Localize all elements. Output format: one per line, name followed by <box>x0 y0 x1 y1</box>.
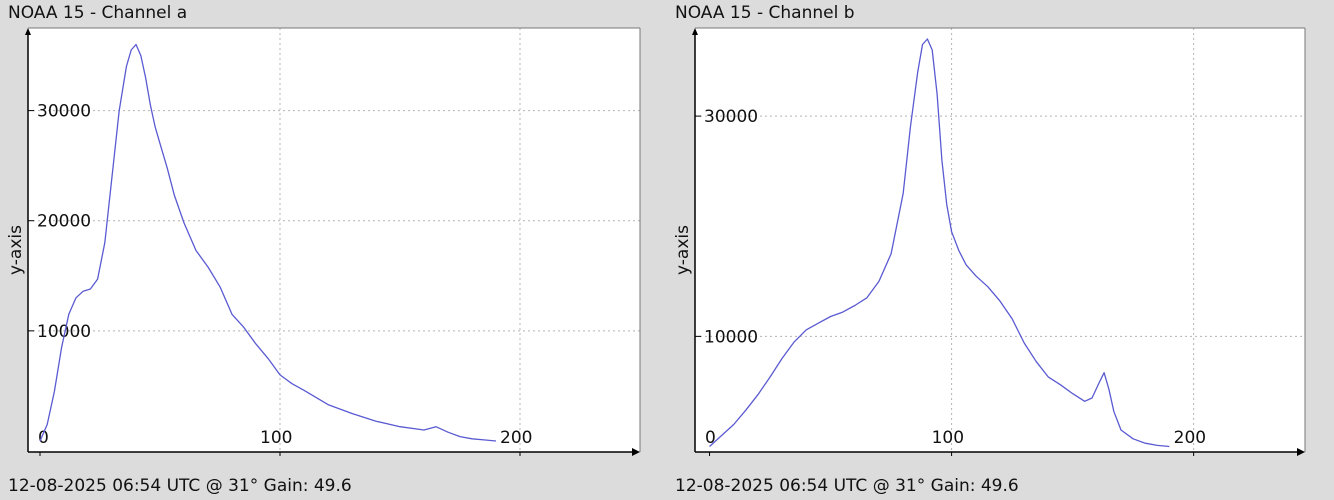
y-tick-label: 30000 <box>704 107 758 127</box>
y-axis-label: y-axis <box>6 225 26 275</box>
y-tick-label: 20000 <box>37 212 91 232</box>
y-tick-label: 10000 <box>704 327 758 347</box>
y-tick-label: 10000 <box>37 322 91 342</box>
chart-panel-b: NOAA 15 - Channel b 0 100 200 10000 30000 y-a… <box>667 0 1334 500</box>
x-tick-label: 200 <box>500 428 532 448</box>
x-axis-arrow <box>1297 448 1305 456</box>
y-tick-label: 30000 <box>37 102 91 122</box>
y-axis-label: y-axis <box>673 225 693 275</box>
plot-area <box>28 28 640 452</box>
series-line <box>39 43 497 442</box>
status-footer: 12-08-2025 06:54 UTC @ 31° Gain: 49.6 <box>675 476 1019 496</box>
x-tick-label: 200 <box>1174 428 1206 448</box>
y-axis-arrow <box>692 28 698 35</box>
x-tick-label: 100 <box>932 428 964 448</box>
plot-area <box>695 28 1305 452</box>
status-footer: 12-08-2025 06:54 UTC @ 31° Gain: 49.6 <box>8 476 352 496</box>
x-axis-arrow <box>632 448 640 456</box>
chart-panel-a: NOAA 15 - Channel a 0 100 200 10000 20000 300… <box>6 3 641 496</box>
x-tick-label: 100 <box>260 428 292 448</box>
x-tick-label: 0 <box>705 428 716 448</box>
series-line <box>709 38 1170 448</box>
y-axis-arrow <box>25 28 31 35</box>
chart-title: NOAA 15 - Channel a <box>8 3 188 23</box>
line-chart-a: 0 100 200 10000 20000 30000 y-axis <box>6 27 641 456</box>
line-chart-b: 0 100 200 10000 30000 y-axis <box>673 27 1306 456</box>
chart-title: NOAA 15 - Channel b <box>675 3 855 23</box>
x-tick-label: 0 <box>38 428 49 448</box>
